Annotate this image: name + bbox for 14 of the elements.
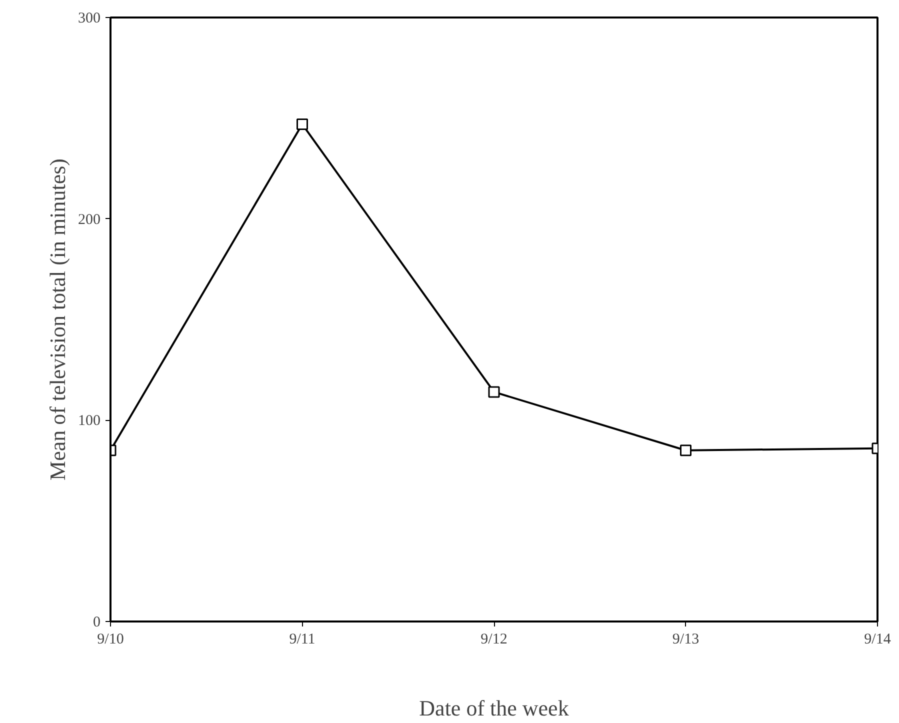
- point: [680, 444, 692, 456]
- x-tick-label: 9/10: [97, 632, 124, 648]
- x-tick-label: 9/13: [672, 632, 700, 648]
- y-tick-label: 300: [78, 10, 100, 26]
- x-axis-title: Date of the week: [419, 696, 569, 720]
- x-tick-label: 9/14: [864, 632, 892, 648]
- y-axis-title: Mean of television total (in minutes): [45, 158, 70, 480]
- y-tick-label: 200: [78, 212, 100, 228]
- point: [488, 386, 500, 398]
- x-tick-label: 9/11: [289, 632, 316, 648]
- y-tick-label: 0: [93, 614, 100, 630]
- x-tick-label: 9/12: [480, 632, 508, 648]
- y-tick-label: 100: [78, 413, 100, 430]
- point: [296, 118, 308, 130]
